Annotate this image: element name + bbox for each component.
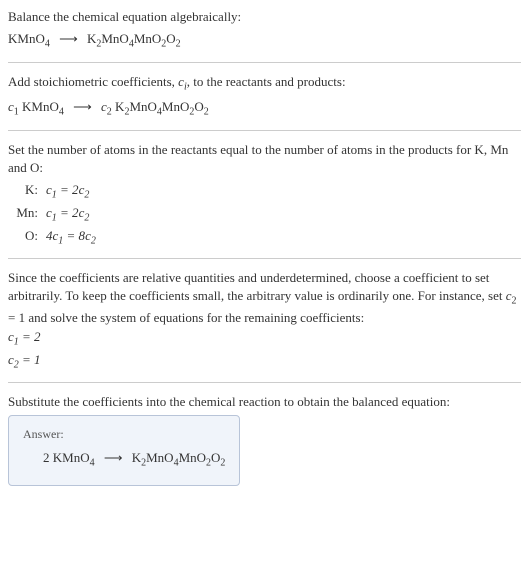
s1-pmid1: MnO — [129, 99, 156, 114]
atom-eq: c1 = 2c2 — [46, 204, 89, 226]
arrow-icon: ⟶ — [98, 450, 129, 465]
step3-text-b: = 1 and solve the system of equations fo… — [8, 310, 364, 325]
step3-text: Since the coefficients are relative quan… — [8, 269, 521, 327]
answer-label: Answer: — [23, 426, 225, 443]
ans-lhs-sub: 4 — [90, 458, 95, 469]
ans-rmid1: MnO — [146, 450, 173, 465]
atom-label: Mn: — [16, 204, 46, 222]
ans-rmid2: MnO — [179, 450, 206, 465]
step1-text-a: Add stoichiometric coefficients, — [8, 74, 178, 89]
atom-eq: 4c1 = 8c2 — [46, 227, 96, 249]
step1-text: Add stoichiometric coefficients, ci, to … — [8, 73, 521, 95]
s1-product: K — [112, 99, 125, 114]
reactant: KMnO — [8, 31, 45, 46]
atom-eq: c1 = 2c2 — [46, 181, 89, 203]
s1-reactant-sub: 4 — [59, 107, 64, 118]
intro-text: Balance the chemical equation algebraica… — [8, 8, 521, 26]
atom-row-mn: Mn: c1 = 2c2 — [16, 204, 521, 226]
step1-text-b: , to the reactants and products: — [187, 74, 346, 89]
intro-section: Balance the chemical equation algebraica… — [8, 8, 521, 52]
arrow-icon: ⟶ — [67, 99, 98, 114]
reactant-sub: 4 — [45, 39, 50, 50]
ans-lhs: 2 KMnO — [43, 450, 90, 465]
divider — [8, 258, 521, 259]
step2-section: Set the number of atoms in the reactants… — [8, 141, 521, 248]
product-sub4: 2 — [176, 39, 181, 50]
step1-section: Add stoichiometric coefficients, ci, to … — [8, 73, 521, 120]
step3-text-a: Since the coefficients are relative quan… — [8, 270, 506, 303]
s1-pmid2: MnO — [162, 99, 189, 114]
atom-label: O: — [16, 227, 46, 245]
product-mno1: MnO — [101, 31, 128, 46]
intro-equation: KMnO4 ⟶ K2MnO4MnO2O2 — [8, 30, 521, 52]
c2-var-sub: 2 — [512, 296, 517, 307]
answer-box: Answer: 2 KMnO4 ⟶ K2MnO4MnO2O2 — [8, 415, 240, 485]
divider — [8, 382, 521, 383]
step4-section: Substitute the coefficients into the che… — [8, 393, 521, 486]
answer-equation: 2 KMnO4 ⟶ K2MnO4MnO2O2 — [23, 449, 225, 471]
step4-text: Substitute the coefficients into the che… — [8, 393, 521, 411]
step3-section: Since the coefficients are relative quan… — [8, 269, 521, 372]
atom-table: K: c1 = 2c2 Mn: c1 = 2c2 O: 4c1 = 8c2 — [16, 181, 521, 248]
atom-label: K: — [16, 181, 46, 199]
step1-equation: c1 KMnO4 ⟶ c2 K2MnO4MnO2O2 — [8, 98, 521, 120]
product-mno2: MnO — [134, 31, 161, 46]
coeff-line-1: c1 = 2 — [8, 328, 521, 350]
s1-psub4: 2 — [204, 107, 209, 118]
coeff-line-2: c2 = 1 — [8, 351, 521, 373]
product-o: O — [166, 31, 175, 46]
step2-text: Set the number of atoms in the reactants… — [8, 141, 521, 177]
atom-row-o: O: 4c1 = 8c2 — [16, 227, 521, 249]
product-k: K — [87, 31, 96, 46]
atom-row-k: K: c1 = 2c2 — [16, 181, 521, 203]
s1-pmid3: O — [194, 99, 203, 114]
s1-reactant: KMnO — [19, 99, 59, 114]
ans-rsub4: 2 — [220, 458, 225, 469]
divider — [8, 62, 521, 63]
arrow-icon: ⟶ — [53, 31, 84, 46]
ans-rhs: K — [132, 450, 141, 465]
ans-rmid3: O — [211, 450, 220, 465]
divider — [8, 130, 521, 131]
